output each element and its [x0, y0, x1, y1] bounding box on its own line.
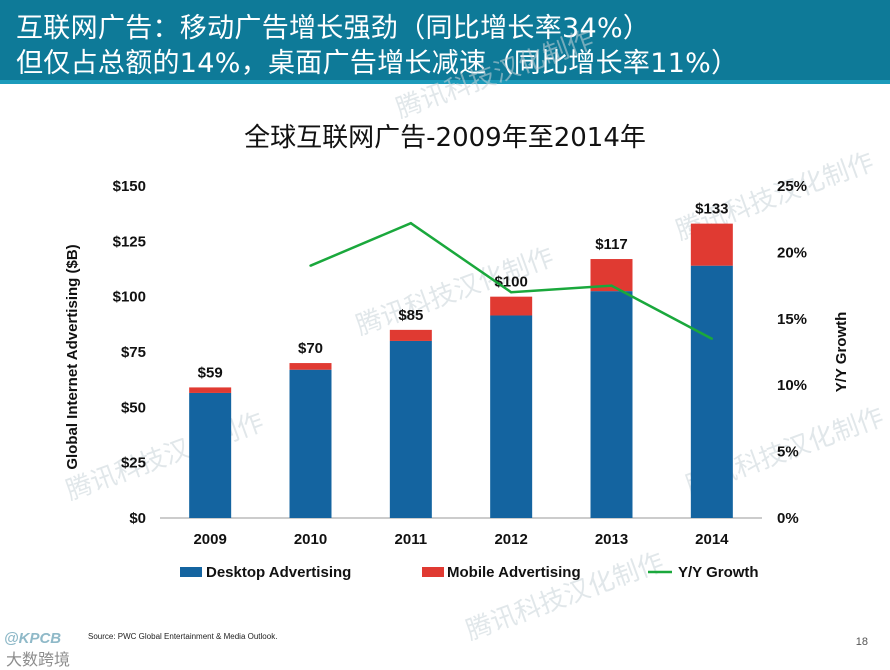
legend-swatch-mobile	[422, 567, 444, 577]
chart-title: 全球互联网广告-2009年至2014年	[244, 123, 646, 153]
x-tick-label: 2011	[395, 531, 428, 548]
bar-desktop-2011	[389, 340, 432, 518]
y2-tick-label: 0%	[777, 510, 799, 527]
growth-point-2012	[509, 291, 513, 294]
bar-mobile-2009	[189, 387, 232, 393]
page-number: 18	[855, 636, 868, 648]
x-tick-label: 2010	[294, 531, 327, 548]
y-tick-label: $150	[113, 178, 146, 195]
growth-point-2014	[710, 337, 714, 340]
legend-label-growth: Y/Y Growth	[678, 564, 759, 581]
y2-tick-label: 15%	[777, 311, 807, 328]
watermark-text: 腾讯科技汉化制作	[392, 25, 598, 124]
legend-swatch-desktop	[180, 567, 202, 577]
y-tick-label: $25	[121, 455, 146, 472]
legend-label-desktop: Desktop Advertising	[206, 564, 351, 581]
y-axis-title: Global Internet Advertising ($B)	[64, 244, 81, 469]
bar-desktop-2014	[690, 265, 733, 518]
growth-point-2011	[409, 221, 413, 225]
x-tick-label: 2014	[695, 531, 729, 548]
bar-total-label: $133	[695, 201, 728, 218]
brand-caption: 大数跨境	[6, 650, 71, 669]
x-axis: 2009 2010 2011 2012 2013 2014	[193, 531, 729, 548]
y2-tick-label: 25%	[777, 178, 807, 195]
bar-total-label: $59	[198, 364, 223, 381]
y-tick-label: $0	[129, 510, 146, 527]
bar-mobile-2014	[690, 223, 733, 266]
y-tick-label: $100	[113, 289, 146, 306]
bar-mobile-2010	[289, 363, 332, 370]
brand-logo: @KPCB	[4, 630, 62, 647]
watermark-layer: 腾讯科技汉化制作腾讯科技汉化制作腾讯科技汉化制作腾讯科技汉化制作腾讯科技汉化制作…	[62, 25, 888, 646]
bar-total-label: $100	[494, 274, 527, 291]
y-tick-label: $75	[121, 344, 146, 361]
bar-total-label: $70	[298, 340, 323, 357]
y2-tick-label: 10%	[777, 377, 807, 394]
growth-point-2010	[309, 264, 312, 267]
title-banner: 互联网广告：移动广告增长强劲（同比增长率34%） 但仅占总额的14%，桌面广告增…	[0, 0, 890, 80]
bar-mobile-2011	[389, 329, 432, 341]
x-tick-label: 2013	[595, 531, 628, 548]
legend: Desktop Advertising Mobile Advertising Y/Y…	[180, 564, 759, 581]
x-tick-label: 2012	[494, 531, 527, 548]
y2-tick-label: 20%	[777, 244, 807, 261]
y-tick-label: $50	[121, 399, 146, 416]
headline-line-2: 但仅占总额的14%，桌面广告增长减速（同比增长率11%）	[16, 48, 739, 79]
bar-desktop-2010	[289, 369, 332, 518]
y2-axis-title: Y/Y Growth	[833, 312, 850, 393]
legend-label-mobile: Mobile Advertising	[447, 564, 581, 581]
watermark-text: 腾讯科技汉化制作	[62, 407, 268, 506]
bar-desktop-2013	[590, 291, 633, 518]
bar-desktop-2012	[490, 315, 533, 518]
bar-desktop-2009	[189, 392, 232, 518]
source-note: Source: PWC Global Entertainment & Media…	[88, 632, 278, 641]
y-axis-right: 0% 5% 10% 15% 20% 25%	[777, 178, 807, 527]
bar-total-label: $85	[398, 307, 423, 324]
y2-tick-label: 5%	[777, 444, 799, 461]
bar-mobile-2012	[490, 296, 533, 316]
watermark-text: 腾讯科技汉化制作	[462, 547, 668, 646]
bar-total-label: $117	[595, 236, 628, 253]
headline-line-1: 互联网广告：移动广告增长强劲（同比增长率34%）	[16, 13, 651, 44]
growth-point-2013	[610, 284, 613, 287]
y-tick-label: $125	[113, 233, 146, 250]
bar-series	[189, 223, 733, 518]
banner-divider	[0, 80, 890, 84]
growth-line-series	[309, 221, 714, 340]
y-axis-left: $0 $25 $50 $75 $100 $125 $150	[113, 178, 146, 527]
x-tick-label: 2009	[193, 531, 226, 548]
